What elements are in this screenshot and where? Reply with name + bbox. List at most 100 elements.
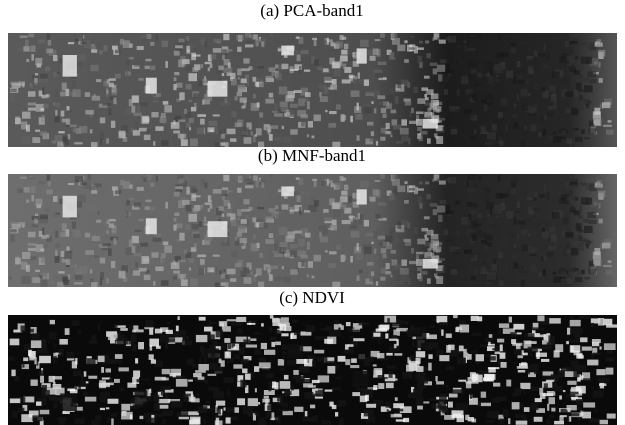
texture [165, 61, 168, 68]
texture [296, 37, 300, 39]
texture [176, 83, 183, 88]
texture [274, 254, 283, 258]
texture [131, 128, 134, 133]
texture [74, 282, 83, 284]
texture [129, 240, 133, 247]
texture [501, 62, 505, 70]
texture [383, 114, 387, 119]
texture [80, 183, 86, 186]
texture [293, 375, 299, 379]
texture [42, 228, 44, 235]
texture [87, 358, 96, 365]
texture [268, 129, 271, 134]
texture [593, 111, 601, 118]
texture [284, 391, 292, 395]
texture [46, 235, 50, 238]
texture [567, 381, 576, 385]
texture [578, 355, 584, 359]
texture [276, 214, 282, 221]
texture [533, 327, 545, 330]
texture [314, 59, 319, 65]
texture [132, 106, 136, 113]
texture [511, 47, 516, 53]
texture [435, 136, 439, 138]
texture [132, 346, 137, 351]
texture [120, 388, 124, 391]
texture [371, 271, 374, 276]
texture [28, 248, 36, 251]
texture [235, 407, 240, 413]
texture [194, 103, 197, 109]
texture [299, 66, 301, 74]
texture [355, 254, 362, 260]
texture [227, 389, 230, 397]
texture [208, 334, 215, 340]
texture [506, 71, 513, 79]
texture [75, 176, 83, 182]
texture [272, 412, 275, 420]
texture [440, 59, 446, 63]
image [8, 174, 617, 287]
texture [530, 265, 536, 272]
image [8, 33, 617, 147]
texture [483, 261, 486, 264]
texture [218, 66, 223, 71]
texture [10, 89, 17, 92]
texture [596, 369, 605, 375]
texture [143, 178, 146, 182]
texture [205, 42, 208, 48]
texture [245, 175, 254, 182]
texture [417, 406, 423, 410]
texture [409, 111, 411, 117]
texture [483, 121, 486, 124]
texture [329, 402, 333, 407]
texture [100, 408, 105, 410]
texture [541, 116, 543, 122]
texture [256, 78, 264, 82]
texture [57, 418, 67, 420]
texture [22, 224, 24, 228]
texture [457, 230, 460, 237]
texture [336, 104, 341, 109]
texture [204, 380, 208, 384]
texture [106, 407, 109, 409]
texture [478, 35, 482, 40]
texture [178, 34, 180, 38]
texture [417, 127, 422, 131]
texture [481, 392, 486, 398]
texture [387, 366, 397, 369]
texture [445, 76, 450, 82]
texture [151, 359, 156, 363]
texture [257, 102, 260, 107]
texture [142, 379, 150, 381]
texture [193, 48, 198, 51]
texture [332, 282, 340, 287]
texture [208, 81, 228, 97]
texture [224, 338, 230, 343]
texture [31, 351, 35, 359]
texture [549, 397, 556, 404]
texture [505, 264, 508, 272]
texture [481, 403, 491, 406]
texture [493, 258, 496, 264]
texture [290, 210, 299, 212]
texture [323, 68, 329, 72]
texture [219, 130, 222, 134]
texture [353, 338, 364, 341]
texture [314, 180, 317, 187]
texture [587, 360, 598, 366]
texture [282, 126, 284, 129]
texture [149, 339, 159, 347]
texture [401, 135, 408, 141]
texture [302, 417, 313, 421]
texture [290, 244, 298, 248]
texture [131, 269, 134, 274]
texture [378, 62, 387, 65]
texture [514, 217, 516, 224]
texture [134, 390, 147, 405]
texture [212, 341, 218, 346]
texture [559, 395, 562, 399]
texture [517, 75, 523, 79]
texture [112, 186, 118, 190]
texture [494, 219, 500, 223]
